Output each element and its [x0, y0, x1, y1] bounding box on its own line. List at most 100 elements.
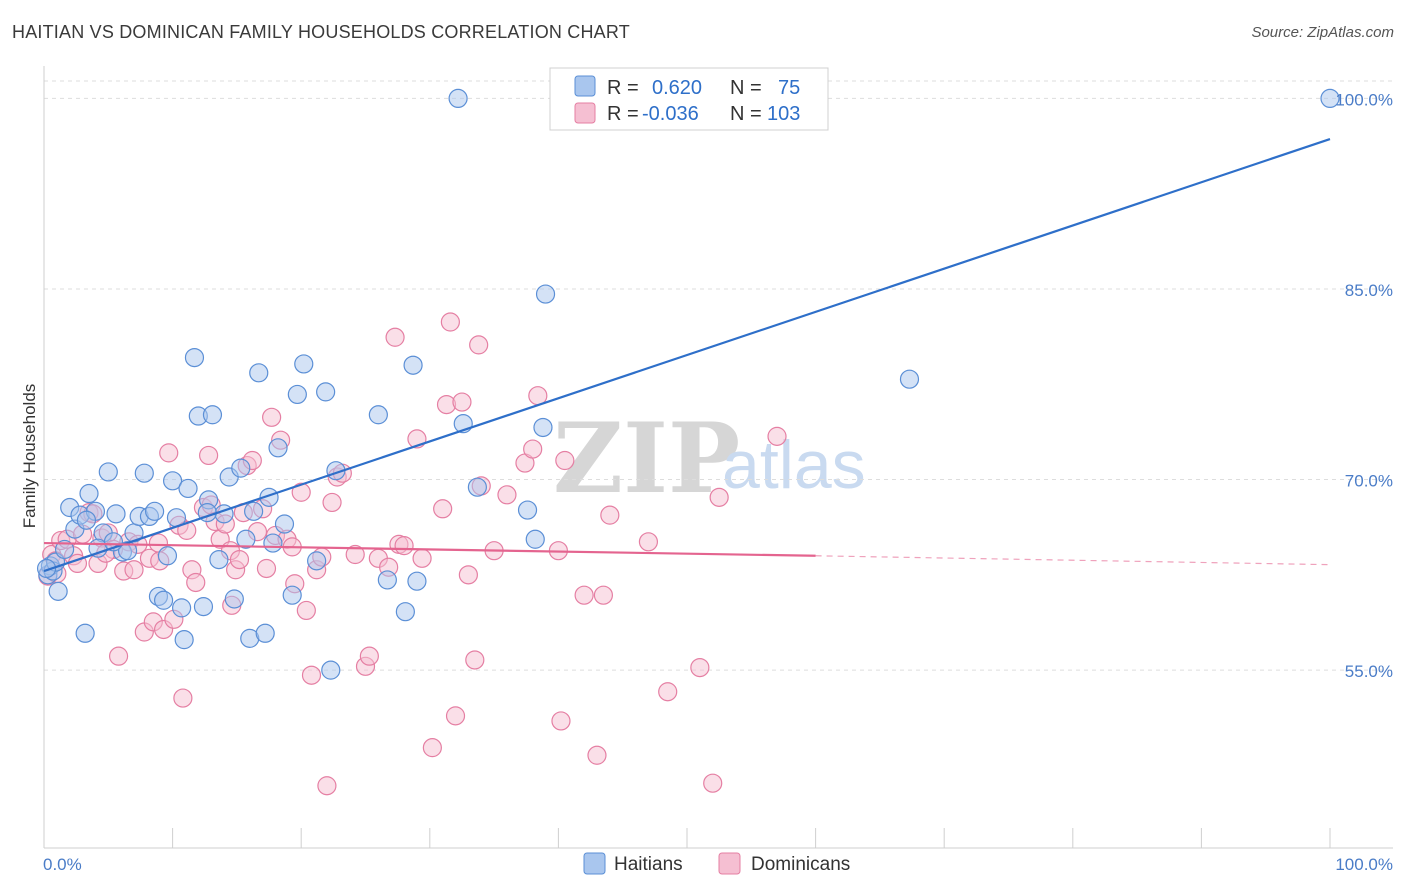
dominican-point — [422, 738, 442, 758]
haitian-point — [202, 405, 223, 425]
haitian-point — [368, 405, 388, 425]
dominican-point — [703, 773, 723, 793]
y-tick-labels: 55.0% 70.0% 85.0% 100.0% — [1335, 90, 1393, 681]
dominican-point — [767, 426, 787, 446]
haitian-point — [517, 500, 538, 520]
legend-r-label-haitians: R = — [607, 77, 639, 99]
dominican-point — [256, 558, 277, 579]
haitian-point — [533, 417, 553, 438]
y-tick-label: 85.0% — [1345, 281, 1393, 300]
haitian-point — [899, 369, 920, 389]
haitian-point — [153, 590, 174, 610]
dominican-point — [173, 688, 193, 708]
dominicans-trend-extension — [815, 555, 1331, 566]
trend-lines — [43, 138, 1331, 573]
haitian-point — [144, 501, 165, 521]
dominican-point — [385, 327, 405, 347]
dominicans-series-swatch — [718, 852, 741, 875]
dominican-point — [296, 600, 316, 621]
haitian-point — [263, 533, 283, 553]
dominican-point — [291, 482, 311, 502]
haitian-point — [163, 471, 183, 491]
haitian-point — [244, 501, 264, 521]
haitian-point — [249, 363, 269, 383]
source-label: Source: ZipAtlas.com — [1251, 24, 1394, 41]
y-tick-label: 55.0% — [1345, 662, 1393, 681]
haitian-point — [224, 589, 244, 609]
dominican-point — [555, 450, 575, 471]
dominican-point — [433, 499, 453, 519]
chart-title: HAITIAN VS DOMINICAN FAMILY HOUSEHOLDS C… — [12, 22, 630, 42]
dominican-point — [394, 536, 414, 556]
dominican-point — [412, 548, 432, 568]
legend-n-value-dominicans: 103 — [767, 103, 800, 125]
watermark-zip: ZIP — [553, 402, 740, 515]
dominican-point — [600, 505, 620, 525]
dominican-point — [690, 657, 710, 678]
x-tick-label-max: 100.0% — [1335, 855, 1393, 874]
dominican-point — [159, 443, 179, 463]
dominican-point — [262, 407, 282, 427]
haitian-point — [54, 539, 75, 560]
haitian-point — [307, 551, 327, 571]
haitian-point — [134, 463, 154, 483]
haitian-point — [231, 458, 251, 478]
dominican-point — [229, 549, 250, 570]
haitian-point — [178, 478, 198, 499]
haitian-point — [287, 384, 307, 405]
haitian-point — [98, 462, 118, 482]
dominican-point — [658, 682, 678, 702]
dominicans-legend-swatch — [574, 102, 596, 124]
haitians-series-swatch — [583, 852, 606, 875]
series-legend: Haitians Dominicans — [583, 852, 850, 875]
dominican-point — [551, 711, 571, 731]
haitians-legend-swatch — [574, 75, 596, 97]
dominicans-trend-line — [43, 541, 816, 557]
dominican-point — [709, 487, 729, 507]
dominican-point — [186, 572, 206, 593]
dominican-point — [593, 585, 614, 605]
haitian-point — [184, 347, 205, 368]
haitian-point — [209, 549, 229, 570]
haitian-point — [268, 438, 288, 458]
legend-r-value-haitians: 0.620 — [652, 77, 702, 99]
haitian-point — [172, 598, 192, 618]
haitian-point — [321, 660, 341, 680]
dominican-point — [465, 650, 485, 670]
dominican-point — [440, 312, 460, 332]
dominican-point — [574, 585, 594, 605]
y-tick-label: 100.0% — [1335, 90, 1393, 109]
dominican-point — [108, 646, 129, 666]
dominicans-series-label: Dominicans — [751, 854, 850, 875]
dominican-point — [124, 560, 144, 580]
dominican-point — [177, 520, 197, 540]
haitians-points — [36, 88, 1340, 680]
haitian-point — [525, 529, 545, 549]
stats-legend: R = 0.620 N = 75 R = -0.036 N = 103 — [549, 67, 829, 131]
haitian-point — [467, 477, 487, 497]
dominican-point — [452, 392, 472, 412]
dominican-point — [497, 485, 517, 505]
dominican-point — [317, 776, 337, 796]
haitian-point — [76, 510, 97, 530]
haitian-point — [448, 88, 468, 109]
dominican-point — [445, 706, 466, 726]
haitian-point — [377, 570, 397, 590]
haitian-point — [117, 541, 138, 561]
legend-n-label-haitians: N = — [730, 77, 762, 99]
y-axis-label: Family Households — [20, 384, 39, 529]
legend-n-value-haitians: 75 — [778, 77, 800, 99]
haitian-point — [535, 284, 556, 304]
haitian-point — [395, 602, 415, 622]
dominican-point — [322, 492, 342, 513]
haitian-point — [193, 597, 214, 617]
dominican-point — [523, 439, 543, 459]
x-tick-label-min: 0.0% — [43, 855, 82, 874]
haitian-point — [1320, 88, 1340, 109]
haitian-point — [79, 483, 99, 504]
haitian-point — [106, 504, 126, 524]
dominican-point — [638, 532, 659, 552]
haitian-point — [403, 355, 423, 375]
haitian-point — [274, 514, 295, 534]
